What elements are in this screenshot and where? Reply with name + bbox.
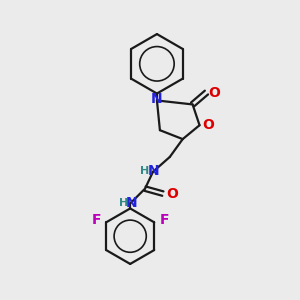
Text: N: N [151,92,163,106]
Text: O: O [208,85,220,100]
Text: H: H [140,166,150,176]
Text: F: F [159,213,169,227]
Text: O: O [202,118,214,132]
Text: H: H [118,197,128,208]
Text: O: O [166,187,178,201]
Text: N: N [148,164,160,178]
Text: N: N [125,196,137,209]
Text: F: F [92,213,101,227]
